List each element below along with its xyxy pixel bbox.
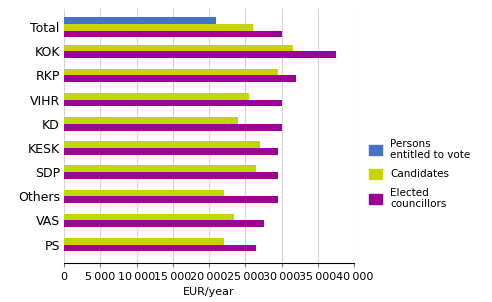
Legend: Persons
entitled to vote, Candidates, Elected
councillors: Persons entitled to vote, Candidates, El… bbox=[365, 134, 475, 214]
X-axis label: EUR/year: EUR/year bbox=[184, 287, 235, 297]
Bar bbox=[64, 172, 278, 179]
Bar bbox=[64, 196, 278, 203]
Bar bbox=[64, 124, 282, 130]
Bar bbox=[64, 45, 293, 51]
Bar bbox=[64, 238, 224, 245]
Bar bbox=[64, 31, 282, 37]
Bar bbox=[64, 24, 253, 31]
Bar bbox=[64, 148, 278, 155]
Bar bbox=[64, 245, 256, 251]
Bar bbox=[64, 141, 260, 148]
Bar bbox=[64, 17, 216, 24]
Bar bbox=[64, 117, 238, 124]
Bar bbox=[64, 51, 336, 58]
Bar bbox=[64, 214, 235, 220]
Bar bbox=[64, 220, 264, 227]
Bar bbox=[64, 100, 282, 106]
Bar bbox=[64, 76, 296, 82]
Bar bbox=[64, 190, 224, 196]
Bar bbox=[64, 93, 249, 100]
Bar bbox=[64, 69, 278, 76]
Bar bbox=[64, 165, 256, 172]
